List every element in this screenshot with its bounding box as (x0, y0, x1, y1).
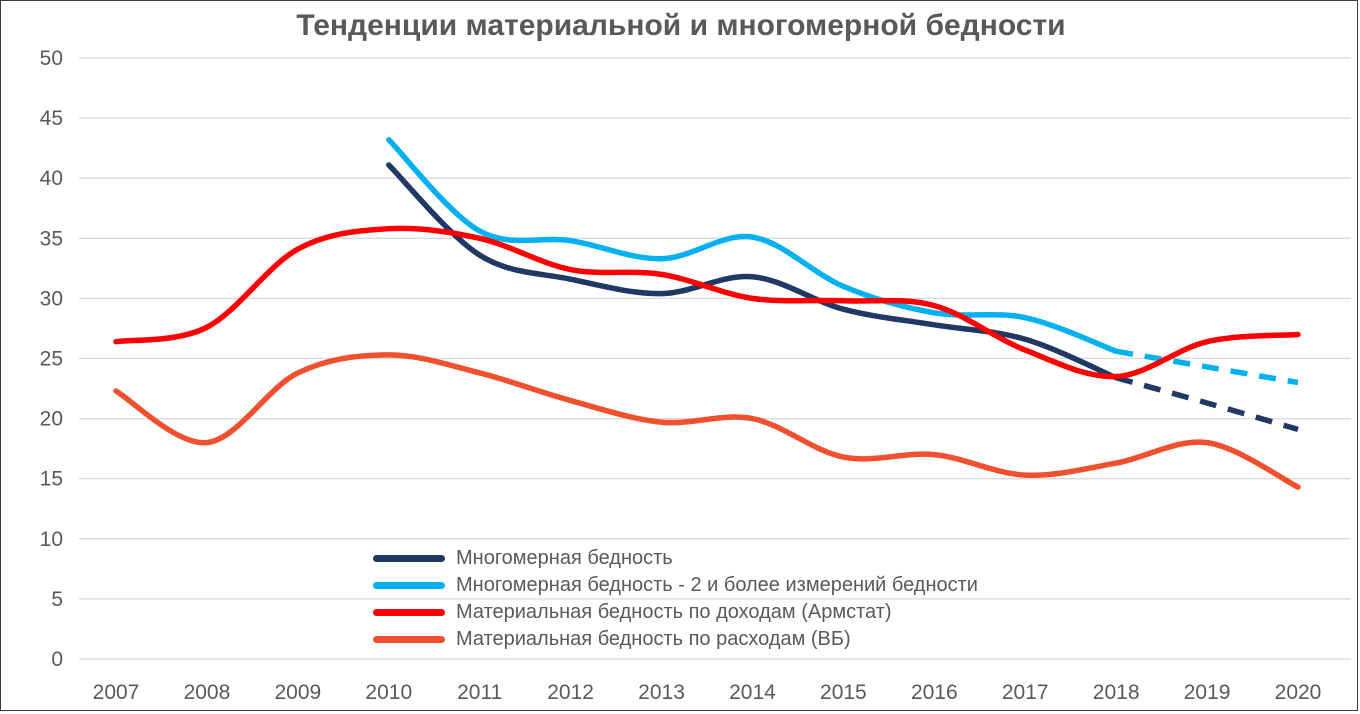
chart-title: Тенденции материальной и многомерной бед… (296, 9, 1066, 42)
y-axis-tick-label: 50 (40, 47, 63, 70)
x-axis-tick-label: 2007 (93, 681, 140, 704)
chart-legend: Многомерная бедность Многомерная бедность… (373, 547, 978, 651)
legend-swatch (373, 609, 445, 616)
x-axis-tick-label: 2008 (184, 681, 231, 704)
x-axis-tick-label: 2017 (1002, 681, 1049, 704)
x-axis-tick-label: 2018 (1093, 681, 1140, 704)
x-axis-tick-label: 2010 (365, 681, 412, 704)
series-line-1 (386, 136, 1119, 355)
series-line-0 (386, 162, 1119, 381)
x-axis-tick-label: 2014 (729, 681, 776, 704)
y-axis-tick-label: 5 (51, 588, 63, 611)
x-axis-tick-label: 2013 (638, 681, 685, 704)
y-axis-tick-label: 0 (51, 648, 63, 671)
series-line-0-projection (1115, 375, 1299, 433)
y-axis-tick-label: 10 (40, 528, 63, 551)
legend-label: Материальная бедность по расходам (ВБ) (456, 628, 851, 650)
legend-item: Многомерная бедность - 2 и более измерен… (373, 574, 978, 597)
legend-item: Материальная бедность по доходам (Армста… (373, 601, 978, 624)
x-axis-tick-label: 2015 (820, 681, 867, 704)
legend-label: Материальная бедность по доходам (Армста… (456, 601, 892, 623)
legend-item: Материальная бедность по расходам (ВБ) (373, 628, 978, 651)
legend-label: Многомерная бедность - 2 и более измерен… (456, 574, 978, 596)
legend-swatch (373, 636, 445, 643)
x-axis-tick-label: 2009 (274, 681, 321, 704)
series-line-3 (113, 352, 1301, 490)
x-axis-tick-label: 2020 (1275, 681, 1322, 704)
y-axis-tick-label: 25 (40, 348, 63, 371)
y-axis-tick-label: 35 (40, 227, 63, 250)
y-axis-tick-label: 15 (40, 468, 63, 491)
legend-label: Многомерная бедность (456, 547, 673, 569)
x-axis-tick-label: 2011 (457, 681, 502, 704)
legend-swatch (373, 555, 445, 562)
x-axis-tick-label: 2019 (1184, 681, 1231, 704)
series-line-2 (113, 225, 1301, 380)
y-axis-tick-label: 20 (40, 408, 63, 431)
y-axis-tick-label: 40 (40, 167, 63, 190)
y-axis-tick-label: 45 (40, 107, 63, 130)
y-axis-tick-label: 30 (40, 287, 63, 310)
x-axis-tick-label: 2012 (547, 681, 594, 704)
legend-item: Многомерная бедность (373, 547, 978, 570)
x-axis-tick-label: 2016 (911, 681, 958, 704)
legend-swatch (373, 582, 445, 589)
series-line-1-projection (1115, 348, 1299, 386)
